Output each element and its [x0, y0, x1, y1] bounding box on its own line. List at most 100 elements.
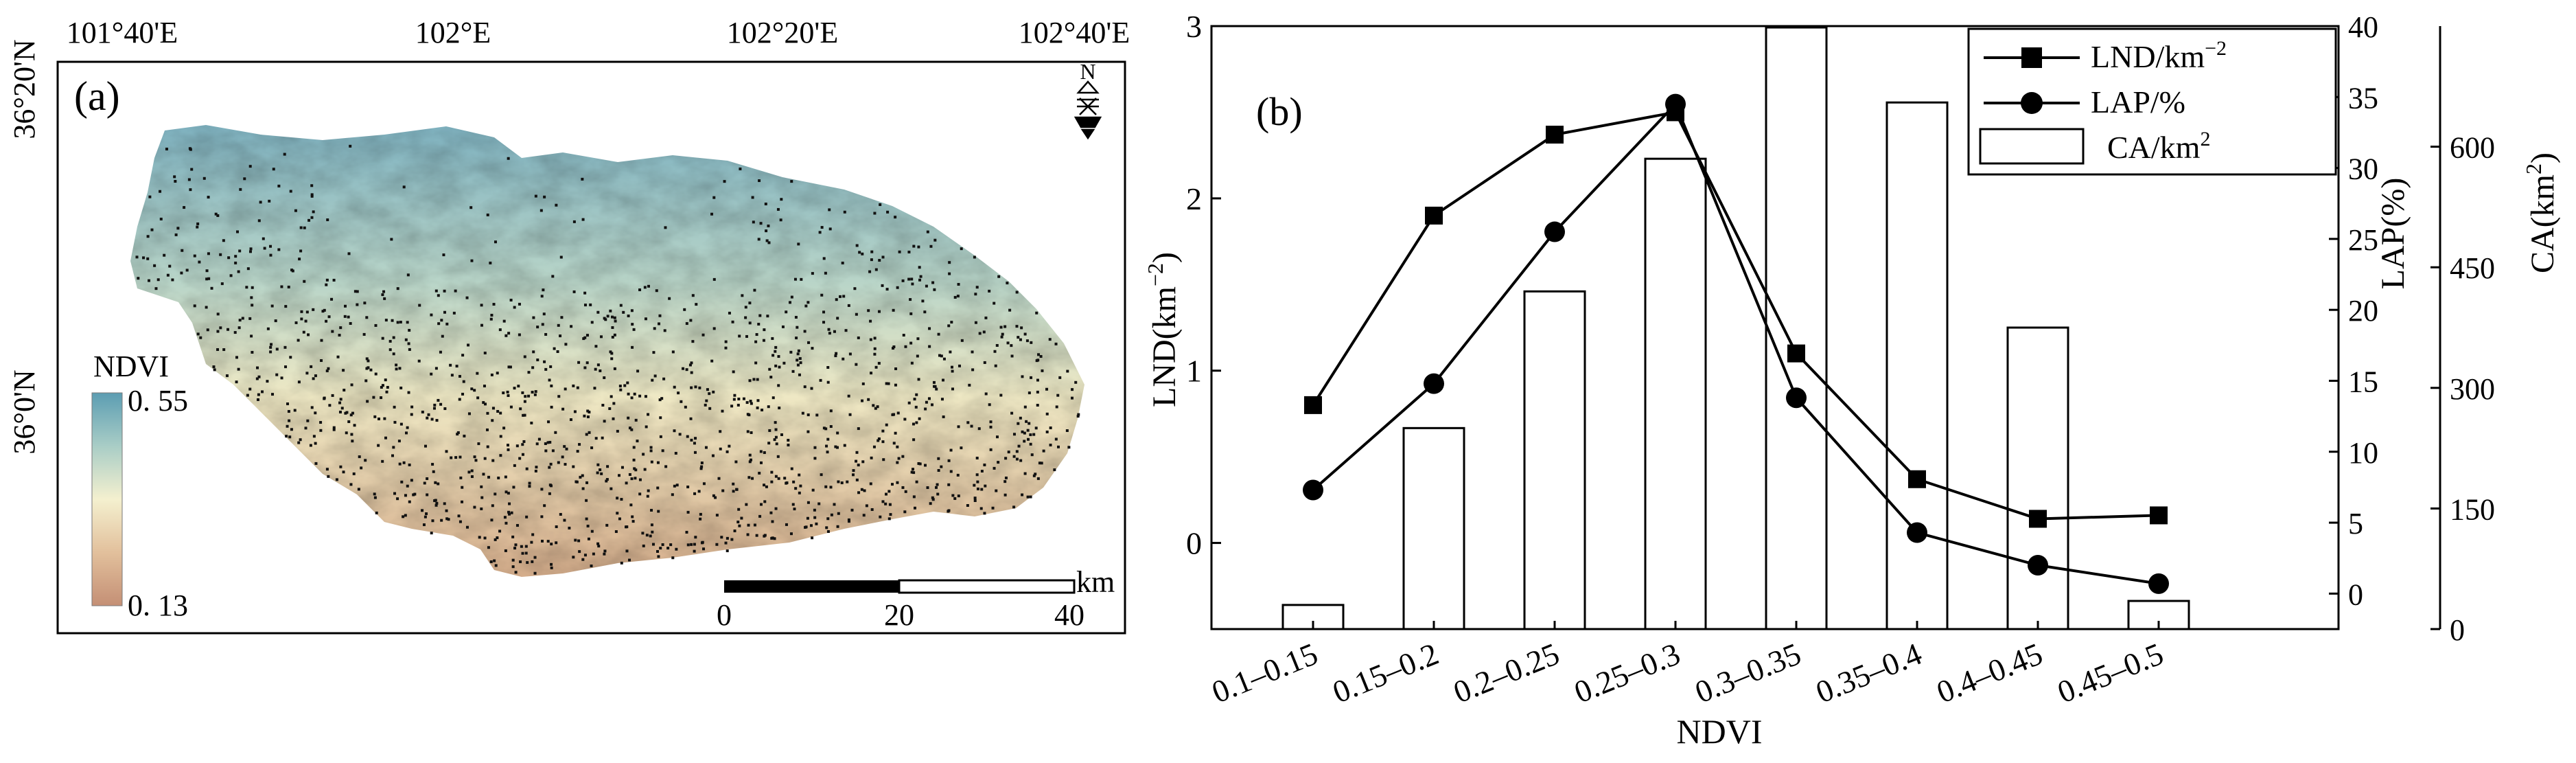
- landslide-point: [518, 333, 521, 337]
- bar-0.35–0.4: [1885, 101, 1949, 630]
- landslide-point: [903, 418, 907, 421]
- landslide-point: [910, 277, 914, 281]
- landslide-point: [902, 334, 905, 337]
- landslide-point: [1010, 411, 1014, 415]
- landslide-point: [853, 287, 857, 291]
- landslide-point: [912, 495, 916, 499]
- landslide-point: [706, 388, 709, 391]
- landslide-point: [439, 350, 442, 354]
- landslide-point: [901, 486, 905, 489]
- landslide-point: [666, 547, 670, 550]
- landslide-point: [269, 253, 272, 257]
- landslide-point: [297, 380, 301, 384]
- landslide-point: [804, 304, 808, 308]
- landslide-point: [310, 406, 314, 409]
- landslide-point: [533, 393, 537, 396]
- landslide-point: [433, 403, 437, 407]
- landslide-point: [380, 396, 383, 400]
- right-axis-ca: 0 150 300 450 600: [2430, 26, 2495, 647]
- landslide-point: [1036, 404, 1039, 407]
- landslide-point: [467, 470, 471, 474]
- landslide-point: [847, 520, 850, 523]
- landslide-point: [1026, 495, 1030, 499]
- landslide-point: [833, 503, 836, 506]
- landslide-point: [843, 444, 846, 447]
- landslide-point: [325, 283, 328, 286]
- landslide-point: [575, 480, 578, 483]
- landslide-point: [459, 455, 462, 459]
- landslide-point: [491, 419, 494, 422]
- landslide-point: [932, 380, 936, 384]
- landslide-point: [837, 512, 840, 515]
- landslide-point: [369, 368, 373, 372]
- landslide-point: [477, 442, 480, 446]
- landslide-point: [811, 536, 814, 540]
- landslide-point: [733, 529, 736, 533]
- landslide-point: [673, 484, 676, 488]
- landslide-point: [188, 147, 192, 150]
- landslide-point: [299, 249, 303, 253]
- landslide-point: [504, 475, 507, 479]
- landslide-point: [797, 349, 800, 352]
- landslide-point: [644, 317, 647, 321]
- landslide-point: [950, 321, 953, 324]
- landslide-point: [995, 435, 999, 439]
- landslide-point: [723, 180, 726, 183]
- landslide-point: [912, 438, 916, 442]
- landslide-point: [829, 486, 833, 489]
- landslide-point: [325, 319, 328, 323]
- landslide-point: [911, 282, 914, 286]
- landslide-point: [212, 365, 216, 369]
- right-axis-ca-title-sup: 2: [2521, 163, 2546, 174]
- landslide-point: [601, 403, 605, 407]
- landslide-point: [807, 430, 810, 433]
- landslide-point: [867, 398, 870, 401]
- landslide-point: [381, 337, 384, 340]
- landslide-point: [673, 429, 676, 433]
- landslide-point: [840, 481, 844, 485]
- landslide-point: [611, 326, 614, 329]
- landslide-point: [915, 393, 918, 396]
- landslide-point: [396, 321, 399, 324]
- landslide-point: [470, 469, 474, 472]
- landslide-point: [210, 286, 213, 290]
- landslide-point: [587, 537, 590, 540]
- landslide-point: [861, 460, 865, 464]
- landslide-point: [187, 178, 191, 181]
- landslide-point: [577, 361, 581, 364]
- landslide-point: [763, 483, 766, 487]
- top-tick-4: 102°40'E: [1019, 16, 1130, 49]
- landslide-point: [771, 520, 774, 523]
- landslide-point: [807, 341, 811, 344]
- landslide-point: [542, 288, 545, 292]
- landslide-point: [631, 345, 634, 349]
- landslide-point: [958, 364, 961, 367]
- landslide-point: [975, 473, 979, 477]
- landslide-point: [585, 433, 588, 436]
- landslide-point: [758, 314, 762, 317]
- panel-label-a: (a): [74, 73, 120, 119]
- landslide-point: [910, 361, 914, 365]
- landslide-point: [173, 175, 176, 179]
- landslide-point: [876, 405, 879, 409]
- landslide-point: [870, 456, 873, 459]
- landslide-point: [826, 451, 829, 454]
- landslide-point: [406, 426, 409, 429]
- landslide-point: [739, 167, 742, 170]
- landslide-point: [686, 486, 690, 489]
- top-tick-3: 102°20'E: [727, 16, 838, 49]
- landslide-point: [937, 469, 940, 472]
- landslide-point: [1004, 457, 1008, 460]
- landslide-point: [310, 216, 314, 219]
- landslide-point: [407, 342, 410, 345]
- landslide-point: [207, 277, 211, 280]
- landslide-point: [427, 413, 430, 416]
- landslide-point: [865, 504, 868, 508]
- landslide-point: [142, 256, 146, 260]
- landslide-point: [868, 270, 872, 273]
- landslide-point: [811, 347, 814, 350]
- landslide-point: [437, 294, 440, 297]
- landslide-point: [799, 361, 802, 365]
- landslide-point: [793, 277, 797, 281]
- landslide-point: [320, 359, 323, 363]
